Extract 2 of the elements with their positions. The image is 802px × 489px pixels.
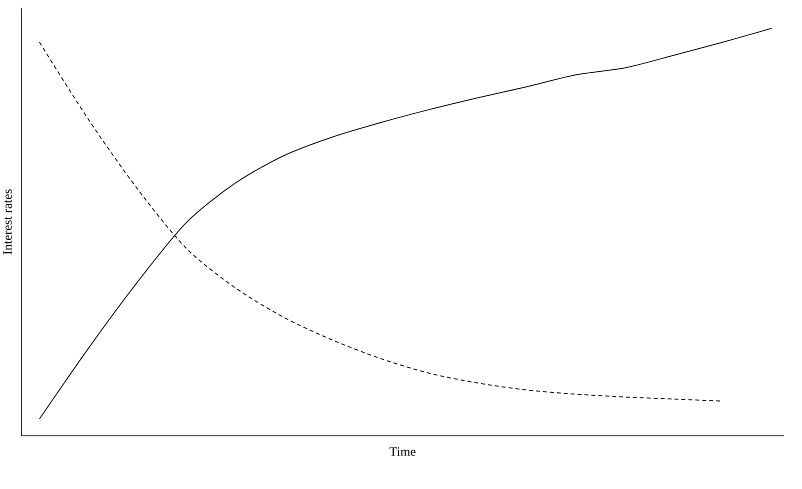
y-axis-title: Interest rates xyxy=(3,189,12,254)
x-axis-title: Time xyxy=(390,447,416,456)
